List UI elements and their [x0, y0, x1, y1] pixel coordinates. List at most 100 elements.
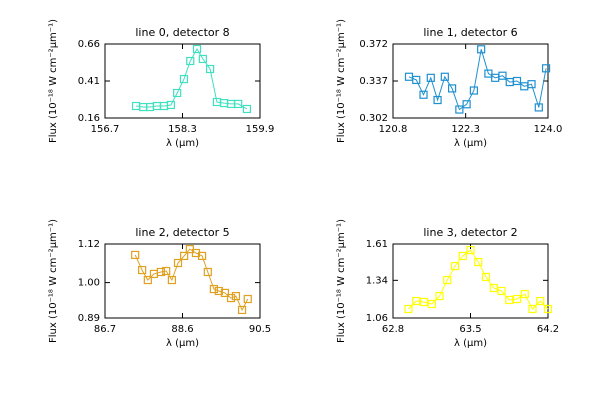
y-axis-label: Flux (10⁻¹⁸ W cm⁻²μm⁻¹)	[48, 219, 59, 343]
data-marker	[481, 272, 491, 282]
panel-title: line 3, detector 2	[423, 226, 517, 239]
data-marker	[209, 284, 219, 294]
data-marker	[443, 275, 452, 285]
data-marker	[466, 245, 475, 255]
data-marker	[455, 105, 464, 114]
data-marker	[143, 275, 152, 285]
x-tick-label: 122.3	[451, 124, 480, 135]
data-marker	[462, 100, 471, 109]
data-marker	[489, 283, 498, 293]
y-axis-label: Flux (10⁻¹⁸ W cm⁻²μm⁻¹)	[336, 219, 347, 343]
data-marker	[231, 292, 241, 301]
y-tick-label: 0.16	[78, 113, 100, 124]
data-line	[134, 248, 249, 312]
panel-title: line 1, detector 6	[423, 26, 517, 39]
data-marker	[419, 90, 428, 99]
x-tick-label: 159.9	[246, 124, 275, 135]
x-tick-label: 86.7	[94, 324, 116, 335]
data-marker	[512, 76, 522, 86]
data-marker	[528, 304, 537, 314]
data-marker	[138, 265, 147, 275]
data-marker	[474, 257, 483, 267]
panel: line 2, detector 5 λ (μm) Flux (10⁻¹⁸ W cm…	[48, 219, 271, 349]
data-marker	[226, 293, 236, 303]
y-tick-label: 0.41	[78, 76, 100, 87]
data-line	[408, 49, 547, 111]
data-marker	[512, 294, 522, 304]
y-tick-label: 1.61	[366, 239, 388, 250]
data-marker	[404, 304, 413, 314]
data-marker	[541, 64, 551, 73]
data-marker	[419, 297, 429, 307]
data-marker	[497, 286, 506, 296]
y-tick-label: 1.34	[366, 275, 388, 286]
x-tick-label: 62.8	[382, 324, 404, 335]
x-tick-label: 64.2	[537, 324, 559, 335]
data-marker	[435, 291, 444, 301]
data-marker	[206, 64, 215, 74]
data-marker	[156, 267, 165, 277]
data-marker	[484, 69, 493, 78]
x-axis-label: λ (μm)	[454, 338, 487, 349]
y-tick-label: 1.12	[78, 239, 100, 250]
panel: line 3, detector 2 λ (μm) Flux (10⁻¹⁸ W cm…	[336, 219, 559, 349]
panel: line 0, detector 8 λ (μm) Flux (10⁻¹⁸ W cm…	[48, 19, 274, 149]
data-marker	[131, 250, 140, 260]
plot-frame	[104, 243, 261, 319]
data-marker	[477, 45, 486, 54]
data-marker	[404, 72, 414, 81]
data-marker	[173, 258, 183, 268]
data-marker	[198, 54, 207, 64]
data-marker	[186, 56, 195, 66]
data-marker	[469, 86, 478, 95]
data-marker	[440, 72, 449, 81]
y-tick-label: 1.06	[366, 313, 388, 324]
data-marker	[520, 289, 529, 299]
data-marker	[427, 299, 436, 309]
data-marker	[543, 304, 553, 314]
data-marker	[534, 103, 543, 112]
data-marker	[192, 44, 202, 54]
data-marker	[237, 305, 247, 315]
panel-title: line 2, detector 5	[135, 226, 229, 239]
data-marker	[180, 251, 189, 261]
y-tick-label: 0.337	[359, 76, 388, 87]
y-axis-label: Flux (10⁻¹⁸ W cm⁻²μm⁻¹)	[336, 19, 347, 143]
y-tick-label: 0.66	[78, 39, 100, 50]
x-axis-label: λ (μm)	[454, 138, 487, 149]
data-marker	[242, 104, 252, 114]
data-marker	[447, 84, 457, 93]
y-tick-label: 1.00	[78, 278, 100, 289]
data-marker	[433, 95, 442, 105]
data-line	[135, 47, 248, 110]
data-marker	[214, 286, 223, 296]
x-axis-label: λ (μm)	[166, 338, 199, 349]
data-marker	[179, 74, 189, 84]
y-axis-label: Flux (10⁻¹⁸ W cm⁻²μm⁻¹)	[48, 19, 59, 143]
x-tick-label: 90.5	[249, 324, 271, 335]
data-marker	[203, 267, 212, 277]
data-marker	[162, 266, 171, 276]
panel: line 1, detector 6 λ (μm) Flux (10⁻¹⁸ W cm…	[336, 19, 562, 149]
data-marker	[220, 288, 230, 298]
data-marker	[234, 99, 243, 109]
plot-frame	[392, 243, 549, 319]
data-marker	[498, 71, 507, 80]
data-marker	[197, 251, 207, 261]
x-axis-label: λ (μm)	[166, 138, 199, 149]
x-tick-label: 158.3	[168, 124, 197, 135]
data-marker	[505, 295, 514, 305]
y-tick-label: 0.372	[359, 39, 388, 50]
data-marker	[173, 88, 182, 98]
panel-title: line 0, detector 8	[135, 26, 229, 39]
data-marker	[191, 248, 201, 258]
data-marker	[536, 296, 545, 306]
y-tick-label: 0.89	[78, 313, 100, 324]
data-marker	[458, 251, 467, 261]
data-marker	[527, 80, 536, 89]
x-tick-label: 124.0	[534, 124, 563, 135]
x-tick-label: 63.5	[459, 324, 481, 335]
data-marker	[166, 100, 175, 110]
x-tick-label: 156.7	[91, 124, 120, 135]
